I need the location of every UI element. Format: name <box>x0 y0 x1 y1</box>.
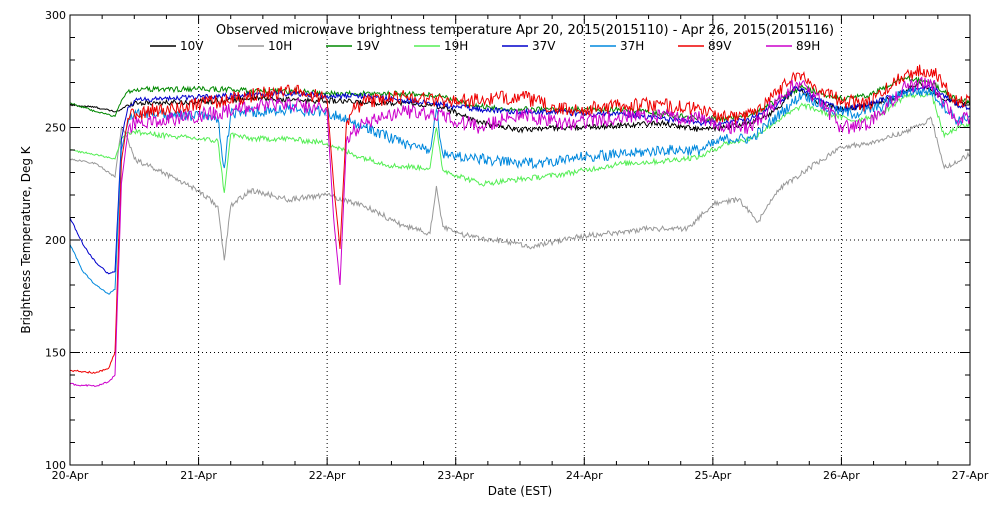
legend-label-37h: 37H <box>620 39 644 53</box>
y-tick-label: 200 <box>45 234 66 247</box>
legend-label-10v: 10V <box>180 39 204 53</box>
grid-layer <box>70 15 970 465</box>
legend-label-89v: 89V <box>708 39 732 53</box>
series-line-89h <box>69 76 971 387</box>
legend-label-19v: 19V <box>356 39 380 53</box>
x-tick-label: 20-Apr <box>52 469 89 482</box>
series-line-10h <box>69 116 971 261</box>
chart-title: Observed microwave brightness temperatur… <box>216 23 834 38</box>
x-tick-label: 25-Apr <box>694 469 731 482</box>
series-layer <box>69 64 971 387</box>
y-tick-label: 250 <box>45 122 66 135</box>
x-tick-label: 27-Apr <box>952 469 989 482</box>
legend-label-37v: 37V <box>532 39 556 53</box>
x-tick-label: 23-Apr <box>437 469 474 482</box>
series-line-89v <box>69 64 971 374</box>
series-line-19h <box>69 89 971 193</box>
tick-layer: 20-Apr 21-Apr 22-Apr 23-Apr 24-Apr 25-Apr 26-A… <box>45 9 989 482</box>
legend-label-19h: 19H <box>444 39 468 53</box>
x-tick-label: 21-Apr <box>180 469 217 482</box>
x-tick-label: 22-Apr <box>309 469 346 482</box>
series-line-37h <box>69 85 970 295</box>
y-tick-label: 300 <box>45 9 66 22</box>
y-tick-label: 100 <box>45 459 66 472</box>
x-tick-label: 26-Apr <box>823 469 860 482</box>
y-axis-label: Brightness Temperature, Deg K <box>19 145 33 333</box>
x-tick-label: 24-Apr <box>566 469 603 482</box>
legend: 10V 10H 19V 19H 37V 37H 89V 89H <box>150 39 820 53</box>
y-tick-label: 150 <box>45 347 66 360</box>
legend-label-10h: 10H <box>268 39 292 53</box>
legend-label-89h: 89H <box>796 39 820 53</box>
x-axis-label: Date (EST) <box>488 484 552 498</box>
